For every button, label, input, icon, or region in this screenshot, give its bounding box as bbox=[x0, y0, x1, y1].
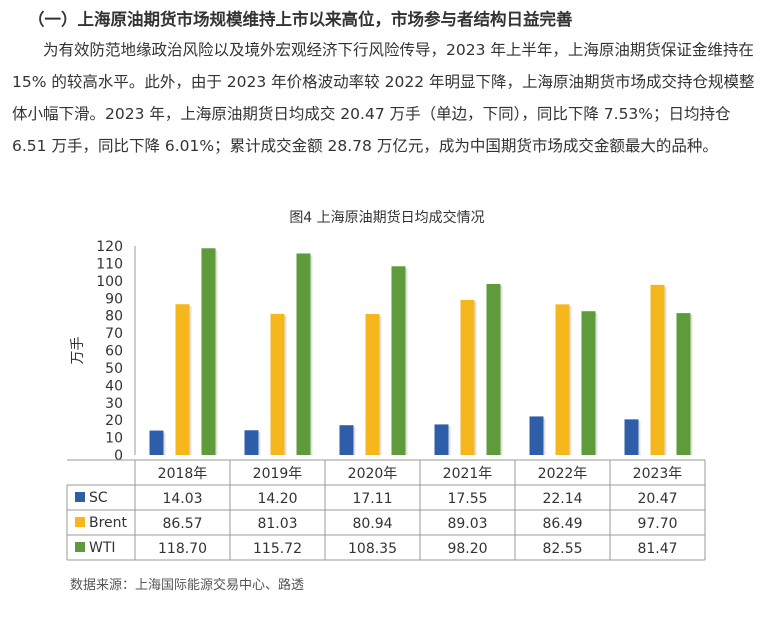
data-value-wti: 115.72 bbox=[253, 541, 302, 557]
bar-sc bbox=[149, 430, 164, 455]
data-value-brent: 81.03 bbox=[257, 516, 297, 532]
legend-swatch-wti bbox=[75, 542, 85, 552]
y-tick-label: 70 bbox=[105, 326, 123, 342]
bar-brent bbox=[555, 304, 570, 455]
bar-sc bbox=[434, 424, 449, 455]
legend-label-wti: WTI bbox=[89, 540, 116, 556]
data-value-brent: 89.03 bbox=[447, 516, 487, 532]
bar-wti bbox=[581, 311, 596, 455]
bar-brent bbox=[460, 299, 475, 455]
data-value-wti: 118.70 bbox=[158, 541, 207, 557]
data-value-brent: 97.70 bbox=[637, 516, 677, 532]
y-tick-label: 40 bbox=[105, 378, 123, 394]
bar-brent bbox=[175, 304, 190, 455]
y-tick-label: 80 bbox=[105, 309, 123, 325]
y-tick-label: 120 bbox=[96, 239, 123, 255]
bar-brent bbox=[650, 284, 665, 455]
data-value-sc: 20.47 bbox=[637, 491, 677, 507]
data-value-sc: 22.14 bbox=[542, 491, 582, 507]
data-value-wti: 81.47 bbox=[637, 541, 677, 557]
bar-sc bbox=[529, 416, 544, 455]
data-value-sc: 17.11 bbox=[352, 491, 392, 507]
legend-label-brent: Brent bbox=[89, 515, 128, 531]
y-tick-label: 100 bbox=[96, 274, 123, 290]
y-tick-label: 20 bbox=[105, 413, 123, 429]
legend-swatch-sc bbox=[75, 492, 85, 502]
body-paragraph: 为有效防范地缘政治风险以及境外宏观经济下行风险传导，2023 年上半年，上海原油… bbox=[12, 34, 764, 162]
paragraph-text: 为有效防范地缘政治风险以及境外宏观经济下行风险传导，2023 年上半年，上海原油… bbox=[12, 41, 755, 155]
bar-sc bbox=[624, 419, 639, 455]
section-heading: （一）上海原油期货市场规模维持上市以来高位，市场参与者结构日益完善 bbox=[28, 10, 573, 29]
category-label: 2023年 bbox=[633, 466, 683, 482]
y-tick-label: 90 bbox=[105, 291, 123, 307]
category-label: 2018年 bbox=[158, 466, 208, 482]
data-source-note: 数据来源：上海国际能源交易中心、路透 bbox=[70, 578, 305, 593]
bar-brent bbox=[365, 314, 380, 455]
data-value-brent: 86.57 bbox=[162, 516, 202, 532]
data-value-sc: 17.55 bbox=[447, 491, 487, 507]
y-tick-label: 50 bbox=[105, 361, 123, 377]
bar-sc bbox=[244, 430, 259, 455]
chart-title: 图4 上海原油期货日均成交情况 bbox=[289, 210, 485, 226]
y-axis-label: 万手 bbox=[70, 337, 86, 365]
legend-swatch-brent bbox=[75, 517, 85, 527]
y-tick-label: 60 bbox=[105, 344, 123, 360]
legend-label-sc: SC bbox=[89, 490, 108, 506]
category-label: 2019年 bbox=[253, 466, 303, 482]
bar-wti bbox=[201, 248, 216, 455]
bar-wti bbox=[676, 313, 691, 455]
category-label: 2022年 bbox=[538, 466, 588, 482]
data-value-brent: 80.94 bbox=[352, 516, 392, 532]
data-value-wti: 108.35 bbox=[348, 541, 397, 557]
data-value-wti: 98.20 bbox=[447, 541, 487, 557]
data-value-sc: 14.03 bbox=[162, 491, 202, 507]
data-value-brent: 86.49 bbox=[542, 516, 582, 532]
category-label: 2021年 bbox=[443, 466, 493, 482]
bar-wti bbox=[296, 253, 311, 455]
bar-brent bbox=[270, 313, 285, 455]
y-tick-label: 10 bbox=[105, 431, 123, 447]
bar-sc bbox=[339, 425, 354, 455]
data-value-wti: 82.55 bbox=[542, 541, 582, 557]
y-tick-label: 0 bbox=[114, 448, 123, 464]
category-label: 2020年 bbox=[348, 466, 398, 482]
bar-wti bbox=[486, 283, 501, 455]
y-tick-label: 110 bbox=[96, 256, 123, 272]
bar-wti bbox=[391, 266, 406, 455]
y-tick-label: 30 bbox=[105, 396, 123, 412]
data-value-sc: 14.20 bbox=[257, 491, 297, 507]
